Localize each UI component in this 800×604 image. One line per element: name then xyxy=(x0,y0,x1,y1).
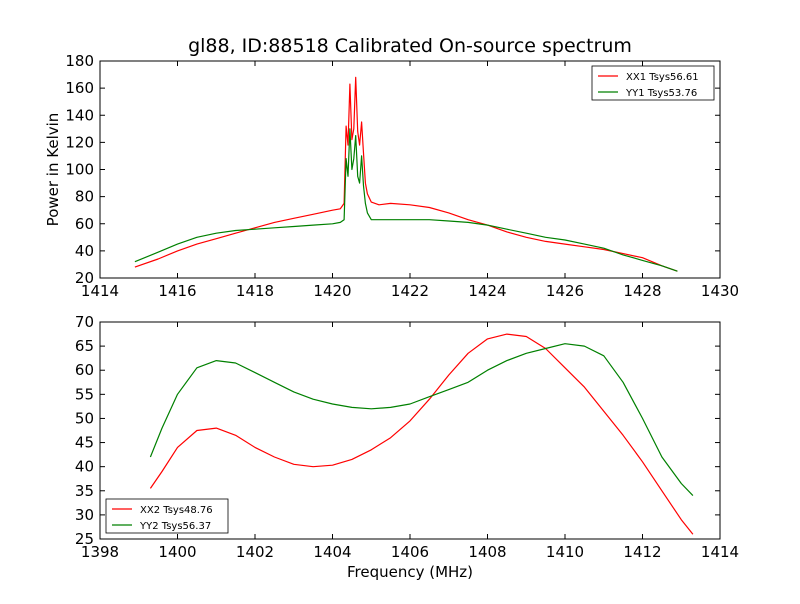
y-tick-label: 60 xyxy=(75,215,94,233)
y-tick-label: 70 xyxy=(75,313,94,331)
y-tick-label: 50 xyxy=(75,409,94,427)
y-tick-label: 30 xyxy=(75,506,94,524)
x-tick-label: 1410 xyxy=(546,543,584,561)
y-tick-label: 45 xyxy=(75,434,94,452)
x-tick-label: 1404 xyxy=(313,543,351,561)
x-tick-label: 1414 xyxy=(81,282,119,300)
y-tick-label: 40 xyxy=(75,242,94,260)
legend-box xyxy=(105,498,229,534)
y-axis-label: Power in Kelvin xyxy=(44,113,62,227)
series-line-1-1 xyxy=(134,76,678,272)
x-axis-label: Frequency (MHz) xyxy=(347,563,473,581)
x-tick-label: 1408 xyxy=(468,543,506,561)
chart-panel-1: gl88, ID:88518 Calibrated On-source spec… xyxy=(44,35,739,300)
legend-box xyxy=(591,65,715,101)
legend-entry: XX1 Tsys56.61 xyxy=(626,72,699,83)
x-tick-label: 1406 xyxy=(391,543,429,561)
x-tick-label: 1400 xyxy=(158,543,196,561)
y-tick-label: 60 xyxy=(75,361,94,379)
x-tick-label: 1398 xyxy=(81,543,119,561)
legend-entry: YY2 Tsys56.37 xyxy=(139,521,211,532)
x-tick-label: 1402 xyxy=(236,543,274,561)
x-tick-label: 1424 xyxy=(468,282,506,300)
series-line-1-2 xyxy=(134,128,678,272)
x-tick-label: 1414 xyxy=(701,543,739,561)
y-tick-label: 65 xyxy=(75,337,94,355)
legend: XX1 Tsys56.61 YY1 Tsys53.76 xyxy=(591,65,715,101)
series-line-2-2 xyxy=(149,343,694,497)
x-tick-label: 1418 xyxy=(236,282,274,300)
x-tick-label: 1426 xyxy=(546,282,584,300)
y-tick-label: 25 xyxy=(75,530,94,548)
legend-entry: XX2 Tsys48.76 xyxy=(140,505,213,516)
legend: XX2 Tsys48.76 YY2 Tsys56.37 xyxy=(105,498,229,534)
y-tick-label: 180 xyxy=(65,52,94,70)
x-tick-label: 1428 xyxy=(623,282,661,300)
y-tick-label: 35 xyxy=(75,482,94,500)
y-tick-label: 80 xyxy=(75,188,94,206)
series-line-2-1 xyxy=(149,333,694,535)
y-tick-label: 100 xyxy=(65,161,94,179)
x-tick-label: 1430 xyxy=(701,282,739,300)
legend-entry: YY1 Tsys53.76 xyxy=(625,88,697,99)
y-tick-label: 55 xyxy=(75,385,94,403)
x-tick-label: 1420 xyxy=(313,282,351,300)
y-tick-label: 160 xyxy=(65,79,94,97)
y-tick-label: 120 xyxy=(65,133,94,151)
x-tick-label: 1416 xyxy=(158,282,196,300)
chart-panel-2: 1398 1400 1402 1404 1406 1408 1410 1412 1414 25 30… xyxy=(75,313,739,581)
y-tick-label: 20 xyxy=(75,269,94,287)
x-tick-label: 1412 xyxy=(623,543,661,561)
chart-title: gl88, ID:88518 Calibrated On-source spec… xyxy=(188,35,632,57)
y-tick-label: 140 xyxy=(65,106,94,124)
y-tick-label: 40 xyxy=(75,458,94,476)
x-tick-label: 1422 xyxy=(391,282,429,300)
